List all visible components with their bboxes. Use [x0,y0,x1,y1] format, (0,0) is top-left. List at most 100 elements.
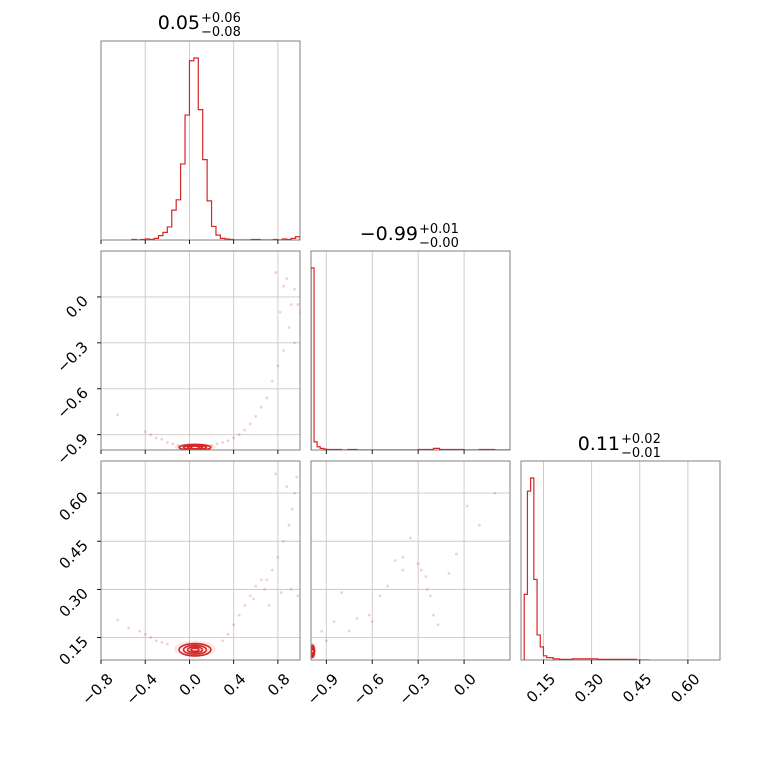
sc-0-1-point [160,437,164,441]
sc-0-2-point [138,629,142,633]
sc-0-2-point [274,472,278,476]
sc-1-2-point [340,591,344,594]
sc-0-1-point [221,440,225,444]
title-param-1-median: −0.99 [360,223,418,245]
sc-1-2-point [393,559,397,562]
sc-0-1-point [154,436,158,440]
sc-0-2-point [276,555,280,559]
sc-0-1-point [226,439,230,443]
sc-1-2-point [432,613,435,617]
sc-1-2-point [401,568,405,572]
y-tick-label-p1: 0.0 [62,292,92,322]
x-tick-label-p2: 0.15 [523,670,559,706]
y-tick-label-p2: 0.45 [55,536,91,572]
title-param-2-median: 0.11 [578,433,620,455]
sc-1-2-point [324,639,328,643]
title-param-0-median: 0.05 [158,12,200,34]
panels [100,40,721,661]
sc-0-1-point [243,428,247,432]
sc-0-1-point [143,430,147,434]
sc-0-2-point [293,491,296,495]
x-tick-label-p0: −0.4 [122,670,160,708]
sc-0-2-point [252,597,255,601]
sc-0-2-point [154,639,158,643]
x-tick-label-p0: 0.4 [220,670,250,700]
sc-0-1-point [248,422,252,426]
sc-0-1-contour [190,445,200,450]
x-tick-label-p2: 0.60 [667,670,703,706]
sc-0-1-point [282,349,285,352]
sc-1-2-point [355,616,359,620]
hist-panel-1 [310,250,511,451]
sc-0-1-point [285,277,289,280]
sc-0-1-point [215,442,219,446]
title-param-0-plus: +0.06 [201,11,241,26]
sc-0-1-point [232,436,236,440]
y-tick-label-p2: 0.30 [55,584,91,620]
hist-panel-0 [100,40,301,241]
sc-0-2-point [237,613,241,617]
title-param-1-minus: −0.00 [419,236,459,251]
sc-1-2-point [477,523,481,527]
sc-0-1-point [289,303,293,306]
sc-0-2-contour [186,646,204,654]
scatter-panel-1-2 [310,460,511,661]
sc-0-1-point [293,287,296,291]
sc-1-2-point [347,629,351,633]
sc-0-2-point [287,523,291,527]
sc-1-2-point [465,504,469,508]
sc-0-2-point [248,594,252,598]
hist-2-frame [520,460,721,661]
sc-1-2-point [370,620,374,623]
x-tick-label-p0: 0.8 [264,670,294,700]
scatter-panel-0-2 [100,460,301,661]
sc-0-1-contour [178,443,212,450]
sc-0-2-frame [100,460,301,661]
sc-0-2-point [289,587,293,591]
sc-0-2-point [127,626,131,630]
sc-0-1-point [278,310,282,314]
sc-0-1-point [171,442,175,446]
y-tick-label-p2: 0.15 [55,633,91,669]
sc-1-2-frame [310,460,511,661]
sc-0-2-point [285,485,289,489]
sc-0-1-point [165,440,169,444]
hist-1-frame [310,250,511,451]
sc-0-2-point [296,594,300,598]
sc-1-2-point [320,629,324,633]
sc-0-2-point [265,578,269,582]
x-tick-label-p2: 0.45 [619,670,655,706]
sc-1-2-point [424,575,428,578]
sc-1-2-point [401,555,405,559]
hist-2-steps [523,477,650,660]
y-tick-label-p2: 0.60 [55,488,91,524]
sc-1-2-point [386,584,389,588]
sc-0-2-point [243,604,247,607]
sc-1-2-point [447,571,451,575]
sc-1-2-point [419,568,423,572]
sc-0-1-point [296,303,300,306]
sc-0-1-frame [100,250,301,451]
sc-0-2-point [295,475,299,479]
sc-0-2-contour [190,647,200,653]
title-param-0-minus: −0.08 [201,25,241,40]
title-param-1-plus: +0.01 [419,222,459,237]
x-tick-label-p1: −0.6 [349,670,387,708]
sc-0-2-point [282,539,285,543]
sc-0-1-point [274,271,278,274]
sc-0-1-point [116,413,119,417]
hist-0-frame [100,40,301,241]
sc-1-2-point [436,623,440,627]
sc-0-1-point [254,414,258,418]
sc-1-2-point [378,594,382,598]
y-tick-label-p1: −0.9 [53,430,91,468]
x-tick-label-p2: 0.30 [571,670,607,706]
sc-0-2-point [263,587,267,591]
sc-1-2-point [455,552,458,556]
sc-0-2-point [116,618,119,622]
sc-0-2-point [149,636,153,639]
sc-0-1-point [259,405,263,409]
sc-0-1-point [149,433,153,437]
sc-1-2-point [429,594,432,598]
